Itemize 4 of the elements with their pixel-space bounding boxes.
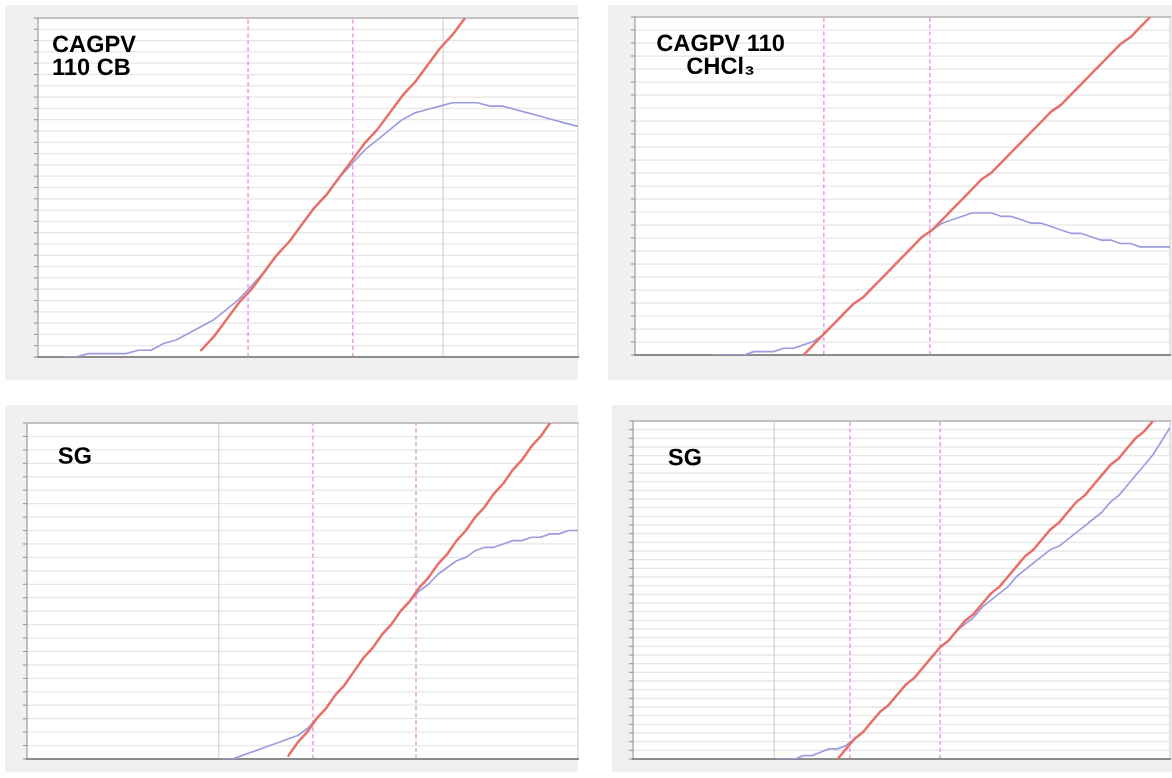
text: SG [668,448,701,466]
text: SG [58,447,91,464]
text: CAGPV 110 CHCl₃ [657,34,784,75]
text: CAGPV 110 CB [53,35,136,76]
